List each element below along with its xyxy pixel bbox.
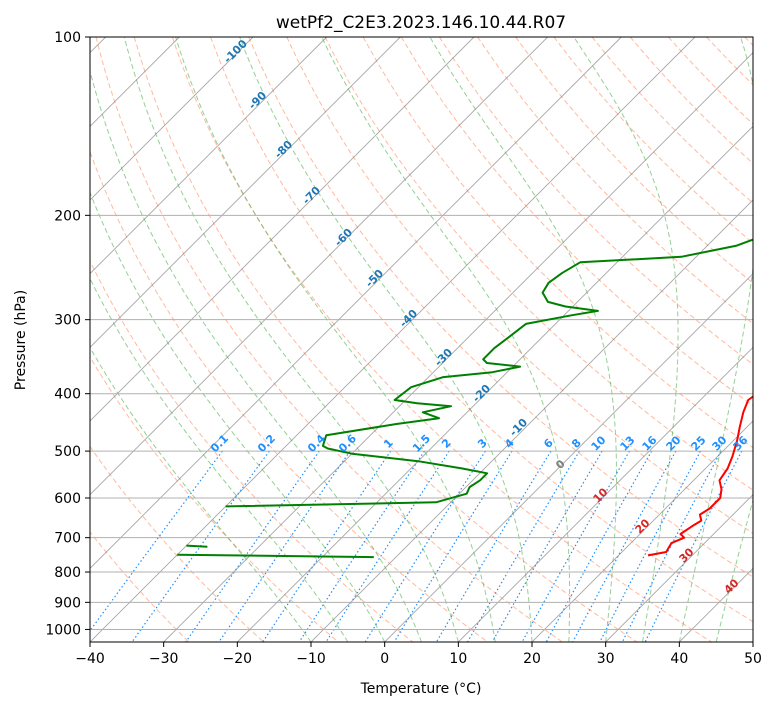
dry-adiabat-line xyxy=(90,356,339,642)
x-tick-label: 30 xyxy=(597,651,615,667)
moist-adiabat-line xyxy=(321,37,571,642)
isotherm-line xyxy=(90,37,475,422)
isotherm-line xyxy=(237,125,753,642)
dry-adiabat-line xyxy=(400,37,753,407)
chart-title: wetPf2_C2E3.2023.146.10.44.R07 xyxy=(276,13,566,33)
isotherm-line xyxy=(90,37,622,569)
isotherm-line xyxy=(163,52,753,642)
dry-adiabat-line xyxy=(90,445,264,642)
dewpoint-profile-segment xyxy=(186,544,208,548)
y-tick-label: 300 xyxy=(54,313,81,329)
background-lines xyxy=(90,37,753,642)
dry-adiabat-line xyxy=(515,37,753,284)
y-axis: 100 200 300 400 500 600 700 800 900 1000 xyxy=(45,30,90,638)
y-tick-label: 500 xyxy=(54,444,81,460)
temperature-profile-line xyxy=(647,395,753,557)
moist-adiabat-line xyxy=(123,37,459,642)
y-tick-label: 600 xyxy=(54,491,81,507)
mixing-ratio-line xyxy=(545,450,653,642)
mixing-ratio-line xyxy=(185,450,320,642)
x-tick-label: 10 xyxy=(449,651,467,667)
mixing-ratio-line xyxy=(521,450,631,642)
dry-adiabat-line xyxy=(90,150,488,642)
x-tick-label: −10 xyxy=(296,651,326,667)
mixing-ratio-line xyxy=(90,450,223,632)
isotherm-line xyxy=(752,641,753,642)
x-tick-label: 0 xyxy=(380,651,389,667)
isotherm-line xyxy=(90,37,696,642)
x-tick-label: 40 xyxy=(670,651,688,667)
x-tick-label: 50 xyxy=(744,651,762,667)
dry-adiabat-line xyxy=(171,37,712,642)
isotherm-line xyxy=(605,494,753,642)
mixing-ratio-line xyxy=(572,450,677,642)
mixing-ratio-line xyxy=(491,450,603,642)
moist-adiabat-line xyxy=(90,191,386,642)
dry-adiabat-line xyxy=(286,37,753,534)
isotherm-line xyxy=(458,346,753,642)
dry-adiabat-line xyxy=(133,37,638,642)
dewpoint-profile-line xyxy=(225,238,753,508)
moist-adiabat-line xyxy=(573,37,679,642)
moist-adiabat-line xyxy=(90,277,349,642)
mixing-ratio-line xyxy=(218,450,351,642)
isotherm-line xyxy=(90,37,548,496)
x-tick-label: 20 xyxy=(523,651,541,667)
y-tick-label: 800 xyxy=(54,565,81,581)
plot-background xyxy=(90,37,753,642)
y-tick-label: 1000 xyxy=(45,622,81,638)
dry-adiabat-line xyxy=(248,37,753,578)
y-axis-label: Pressure (hPa) xyxy=(13,290,29,390)
moist-adiabat-line xyxy=(715,498,753,642)
y-tick-label: 900 xyxy=(54,595,81,611)
dry-adiabat-line xyxy=(90,259,414,642)
mixing-ratio-line xyxy=(621,450,722,642)
plot-frame xyxy=(89,36,754,643)
mixing-ratio-line xyxy=(298,450,425,642)
mixing-ratio-line xyxy=(644,450,743,642)
moist-adiabat-line xyxy=(429,37,617,642)
y-tick-label: 100 xyxy=(54,30,81,46)
dry-adiabat-line xyxy=(210,37,753,623)
isotherm-line xyxy=(531,420,753,642)
dry-adiabat-line xyxy=(477,37,753,325)
x-axis-label: Temperature (°C) xyxy=(360,681,482,697)
grid-lines xyxy=(90,37,753,642)
moist-adiabat-line xyxy=(175,37,496,642)
dry-adiabat-line xyxy=(324,37,753,491)
y-tick-label: 200 xyxy=(54,208,81,224)
x-axis: −40 −30 −20 −10 0 10 20 30 40 50 xyxy=(75,642,762,667)
mixing-ratio-line xyxy=(262,450,392,642)
y-tick-label: 700 xyxy=(54,531,81,547)
isotherm-line xyxy=(90,37,254,201)
y-tick-label: 400 xyxy=(54,387,81,403)
x-tick-label: −20 xyxy=(223,651,253,667)
isotherm-line xyxy=(384,273,753,642)
profiles xyxy=(177,238,753,559)
isotherm-line xyxy=(310,199,753,642)
dry-adiabat-line xyxy=(438,37,753,366)
x-tick-label: −40 xyxy=(75,651,105,667)
dewpoint-profile-segment xyxy=(177,553,374,559)
moist-adiabat-line xyxy=(239,37,533,642)
mixing-ratio-line xyxy=(599,450,702,642)
x-tick-label: −30 xyxy=(149,651,179,667)
dry-adiabat-line xyxy=(90,531,190,642)
isotherm-line xyxy=(90,37,327,275)
isotherm-line xyxy=(90,37,401,348)
dry-adiabat-line xyxy=(95,37,563,642)
moist-adiabat-line xyxy=(678,37,753,642)
